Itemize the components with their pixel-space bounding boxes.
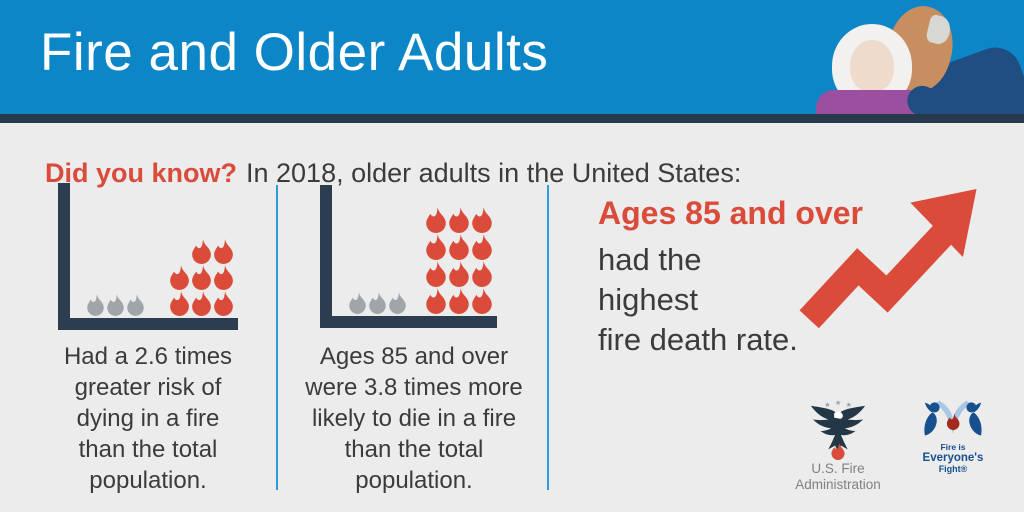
flame-icon	[388, 292, 407, 314]
usfa-eagle-icon: ★ ★ ★ ★ ★	[810, 399, 866, 461]
did-you-know-label: Did you know?	[45, 158, 237, 188]
column-divider	[547, 185, 549, 490]
chart-y-axis	[58, 183, 70, 330]
chart-y-axis	[320, 185, 332, 328]
flame-icon	[448, 207, 470, 233]
chart-2-caption: Ages 85 and over were 3.8 times more lik…	[305, 343, 523, 494]
pictogram-chart-1	[58, 183, 238, 330]
usfa-logo-text: Administration	[795, 477, 881, 492]
usfa-logo-text: U.S. Fire	[811, 461, 865, 476]
column-divider	[276, 185, 278, 490]
highlight-fact-text: had the highest fire death rate.	[598, 240, 798, 360]
chart-1-caption: Had a 2.6 times greater risk of dying in…	[63, 343, 233, 494]
flame-icon	[471, 288, 493, 314]
flame-icon	[448, 234, 470, 260]
svg-text:★: ★	[835, 399, 841, 407]
flame-icon	[169, 265, 190, 290]
gray-flames-group	[348, 292, 407, 314]
older-couple-illustration	[810, 0, 1024, 123]
intro-line: Did you know? In 2018, older adults in th…	[45, 158, 741, 189]
red-flames-group	[169, 239, 234, 316]
flame-icon	[425, 261, 447, 287]
flame-icon	[368, 292, 387, 314]
flame-icon	[213, 239, 234, 264]
banner-bottom-stripe	[0, 114, 1024, 123]
flame-icon	[448, 261, 470, 287]
flame-icon	[348, 292, 367, 314]
intro-text: In 2018, older adults in the United Stat…	[246, 158, 742, 188]
gray-flames-group	[86, 294, 145, 316]
flame-icon	[425, 288, 447, 314]
flame-icon	[425, 207, 447, 233]
svg-text:★: ★	[846, 401, 852, 409]
flame-icon	[471, 261, 493, 287]
fief-logo-text: Fight®	[938, 464, 968, 474]
flame-icon	[126, 294, 145, 316]
woman-face	[850, 40, 894, 92]
flame-icon	[191, 291, 212, 316]
fief-logo-text: Everyone's	[922, 452, 984, 464]
page-title: Fire and Older Adults	[40, 23, 549, 82]
flame-icon	[471, 234, 493, 260]
svg-text:★: ★	[824, 401, 830, 409]
flame-icon	[169, 291, 190, 316]
red-flames-group	[425, 207, 493, 314]
flame-icon	[213, 265, 234, 290]
usfa-logo: ★ ★ ★ ★ ★ U.S. Fire Administration	[786, 399, 890, 493]
flame-icon	[425, 234, 447, 260]
fief-logo-text: Fire is	[940, 442, 966, 452]
highlight-fact-line: highest	[598, 282, 698, 317]
flame-icon	[448, 288, 470, 314]
flame-icon	[191, 239, 212, 264]
fief-logo: Fire is Everyone's Fight®	[901, 398, 1005, 474]
flame-icon	[106, 294, 125, 316]
flame-icon	[213, 291, 234, 316]
chart-x-axis	[58, 318, 238, 330]
upward-trend-arrow-icon	[799, 188, 977, 329]
highlight-fact-lead: Ages 85 and over	[598, 195, 863, 231]
highlight-fact-line: fire death rate.	[598, 322, 798, 357]
flame-icon	[191, 265, 212, 290]
flame-icon	[86, 294, 105, 316]
header-banner: Fire and Older Adults	[0, 0, 1024, 123]
flame-icon	[471, 207, 493, 233]
chart-x-axis	[320, 316, 497, 328]
fief-figures-icon	[924, 400, 982, 436]
highlight-fact-line: had the	[598, 242, 702, 277]
pictogram-chart-2	[320, 185, 497, 328]
